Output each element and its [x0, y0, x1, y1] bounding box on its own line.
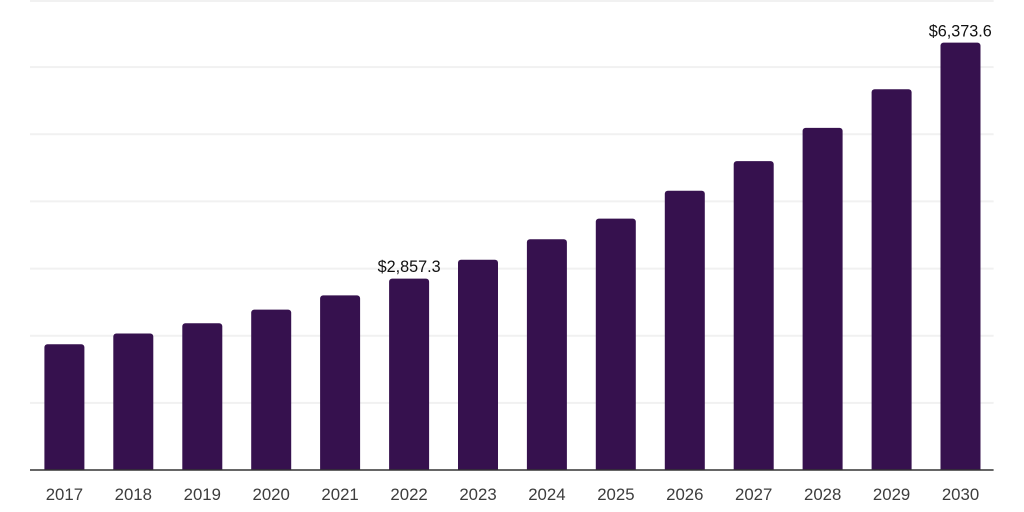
- svg-text:2024: 2024: [528, 485, 565, 504]
- svg-text:2018: 2018: [115, 485, 152, 504]
- svg-text:2017: 2017: [46, 485, 83, 504]
- svg-text:2030: 2030: [942, 485, 979, 504]
- svg-text:2028: 2028: [804, 485, 841, 504]
- svg-text:2022: 2022: [390, 485, 427, 504]
- svg-text:2026: 2026: [666, 485, 703, 504]
- svg-text:2021: 2021: [321, 485, 358, 504]
- svg-text:$6,373.6: $6,373.6: [929, 22, 992, 40]
- svg-text:2029: 2029: [873, 485, 910, 504]
- svg-text:2025: 2025: [597, 485, 634, 504]
- svg-text:2023: 2023: [459, 485, 496, 504]
- svg-text:2019: 2019: [184, 485, 221, 504]
- svg-text:$2,857.3: $2,857.3: [378, 258, 441, 276]
- svg-text:2020: 2020: [253, 485, 290, 504]
- svg-text:2027: 2027: [735, 485, 772, 504]
